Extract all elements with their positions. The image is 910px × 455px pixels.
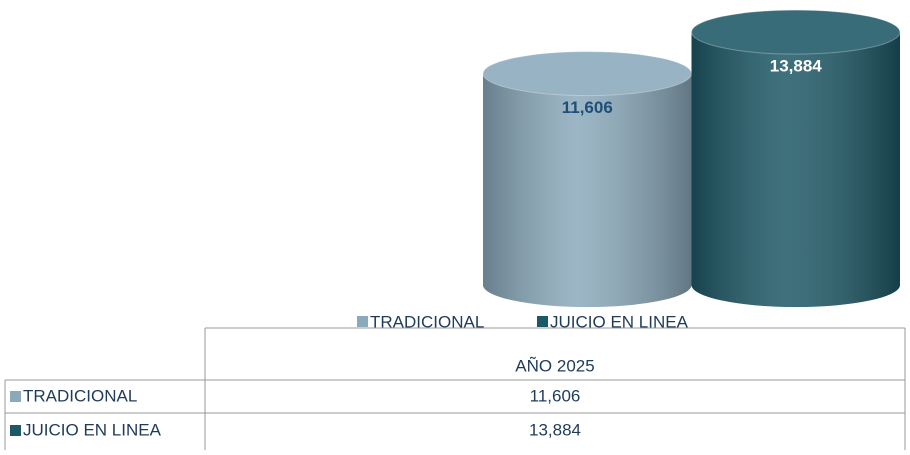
cylinder-top-shade	[483, 51, 692, 96]
data-table: AÑO 2025	[4, 327, 906, 450]
legend-swatch	[537, 316, 548, 327]
cylinder-shade	[691, 32, 900, 308]
legend-label: TRADICIONAL	[370, 312, 484, 331]
cylinder-top-shade	[691, 10, 900, 55]
table-cell: 13,884	[529, 420, 581, 439]
data-label: 11,606	[562, 98, 613, 117]
table-cell: 11,606	[530, 386, 581, 405]
table-swatch	[10, 425, 21, 436]
cylinder-top	[691, 9, 901, 55]
data-label: 13,884	[770, 57, 823, 76]
table-header: AÑO 2025	[515, 356, 594, 375]
table-row-label: TRADICIONAL	[23, 386, 137, 405]
legend-swatch	[357, 316, 368, 327]
cylinder-shade	[483, 73, 692, 307]
legend-label: JUICIO EN LINEA	[550, 312, 689, 331]
table-row-label: JUICIO EN LINEA	[23, 420, 162, 439]
table-swatch	[10, 391, 21, 402]
